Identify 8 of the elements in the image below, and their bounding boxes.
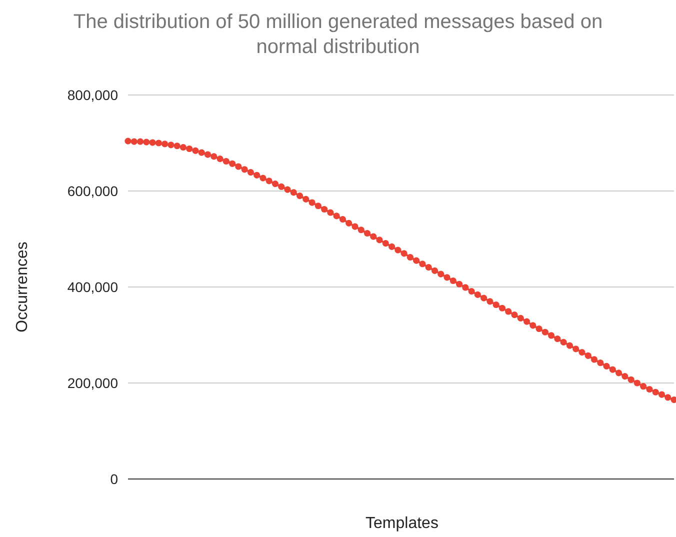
y-tick-label: 800,000 xyxy=(67,86,118,103)
chart-title: The distribution of 50 million generated messages based on normal distribution xyxy=(73,11,603,58)
y-tick-label: 0 xyxy=(110,470,118,487)
y-tick-label: 200,000 xyxy=(67,374,118,391)
y-tick-label: 600,000 xyxy=(67,182,118,199)
y-axis-title: Occurrences xyxy=(14,242,31,332)
x-axis-title: Templates xyxy=(366,515,438,532)
y-tick-label: 400,000 xyxy=(67,278,118,295)
